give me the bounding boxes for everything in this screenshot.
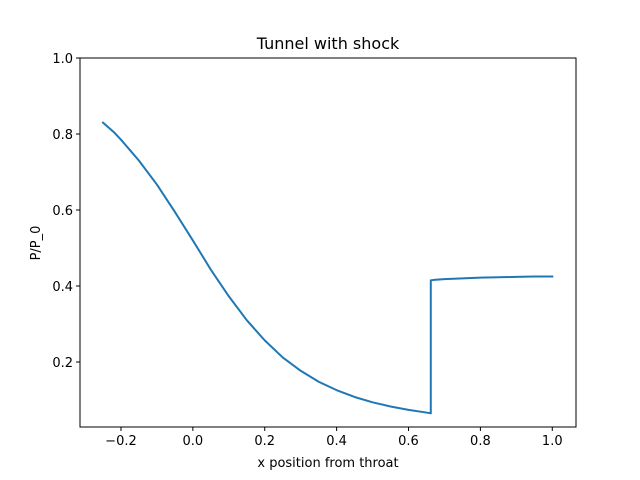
x-axis-label: x position from throat	[257, 456, 398, 471]
y-tick-label: 0.2	[52, 356, 73, 371]
x-tick-label: 0.4	[326, 434, 347, 449]
x-tick-label: 0.6	[398, 434, 419, 449]
plot-area	[101, 121, 554, 415]
y-tick-label: 0.4	[52, 280, 73, 295]
x-tick-label: 1.0	[542, 434, 563, 449]
x-axis: −0.2 0.0 0.2 0.4 0.6 0.8 1.0	[105, 427, 563, 449]
chart-title: Tunnel with shock	[256, 34, 400, 53]
y-axis: 0.2 0.4 0.6 0.8 1.0	[52, 52, 80, 371]
x-tick-label: 0.0	[183, 434, 204, 449]
y-tick-label: 1.0	[52, 52, 73, 67]
series-line	[101, 121, 554, 415]
y-axis-label: P/P_0	[29, 226, 44, 261]
axes-frame	[79, 57, 577, 428]
y-tick-label: 0.6	[52, 204, 73, 219]
y-tick-label: 0.8	[52, 128, 73, 143]
x-tick-label: 0.2	[254, 434, 275, 449]
x-tick-label: −0.2	[105, 434, 137, 449]
x-tick-label: 0.8	[470, 434, 491, 449]
